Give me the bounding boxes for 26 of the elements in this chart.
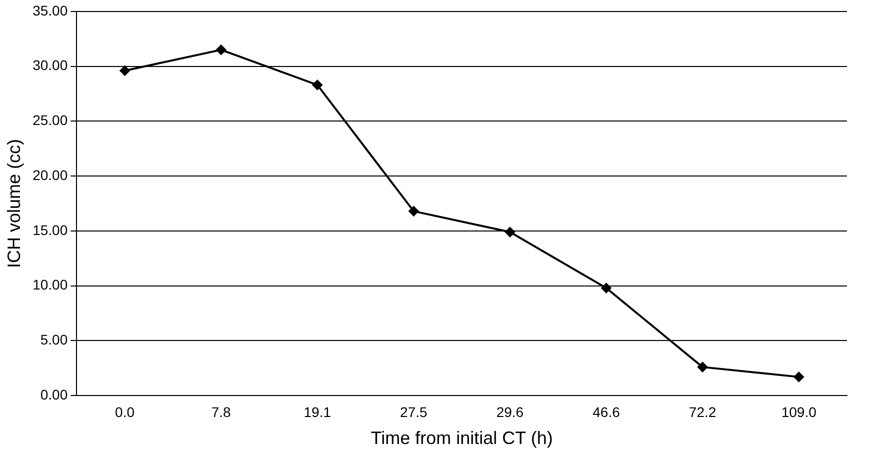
y-tick-label: 0.00: [40, 386, 68, 402]
y-axis-title: ICH volume (cc): [4, 138, 24, 268]
x-tick-label: 19.1: [304, 404, 332, 420]
y-tick-label: 15.00: [32, 222, 68, 238]
x-tick-label: 27.5: [400, 404, 428, 420]
y-tick-label: 35.00: [32, 2, 68, 18]
x-tick-label: 109.0: [781, 404, 817, 420]
point: [794, 372, 804, 382]
y-tick-label: 30.00: [32, 57, 68, 74]
y-tick-label: 5.00: [40, 332, 68, 348]
x-tick-label: 72.2: [688, 404, 716, 420]
x-tick-label: 0.0: [115, 404, 135, 420]
point: [216, 44, 226, 55]
x-tick-label: 29.6: [496, 404, 524, 420]
y-tick-label: 20.00: [32, 166, 68, 183]
point: [601, 283, 612, 294]
point: [408, 206, 419, 216]
point: [120, 66, 130, 76]
point: [312, 80, 322, 90]
point: [698, 362, 708, 372]
point: [504, 227, 515, 238]
y-tick-label: 10.00: [32, 276, 68, 293]
x-axis-title: Time from initial CT (h): [370, 428, 553, 448]
x-tick-label: 46.6: [592, 404, 620, 420]
x-tick-label: 7.8: [211, 404, 232, 420]
y-tick-label: 25.00: [32, 112, 68, 128]
